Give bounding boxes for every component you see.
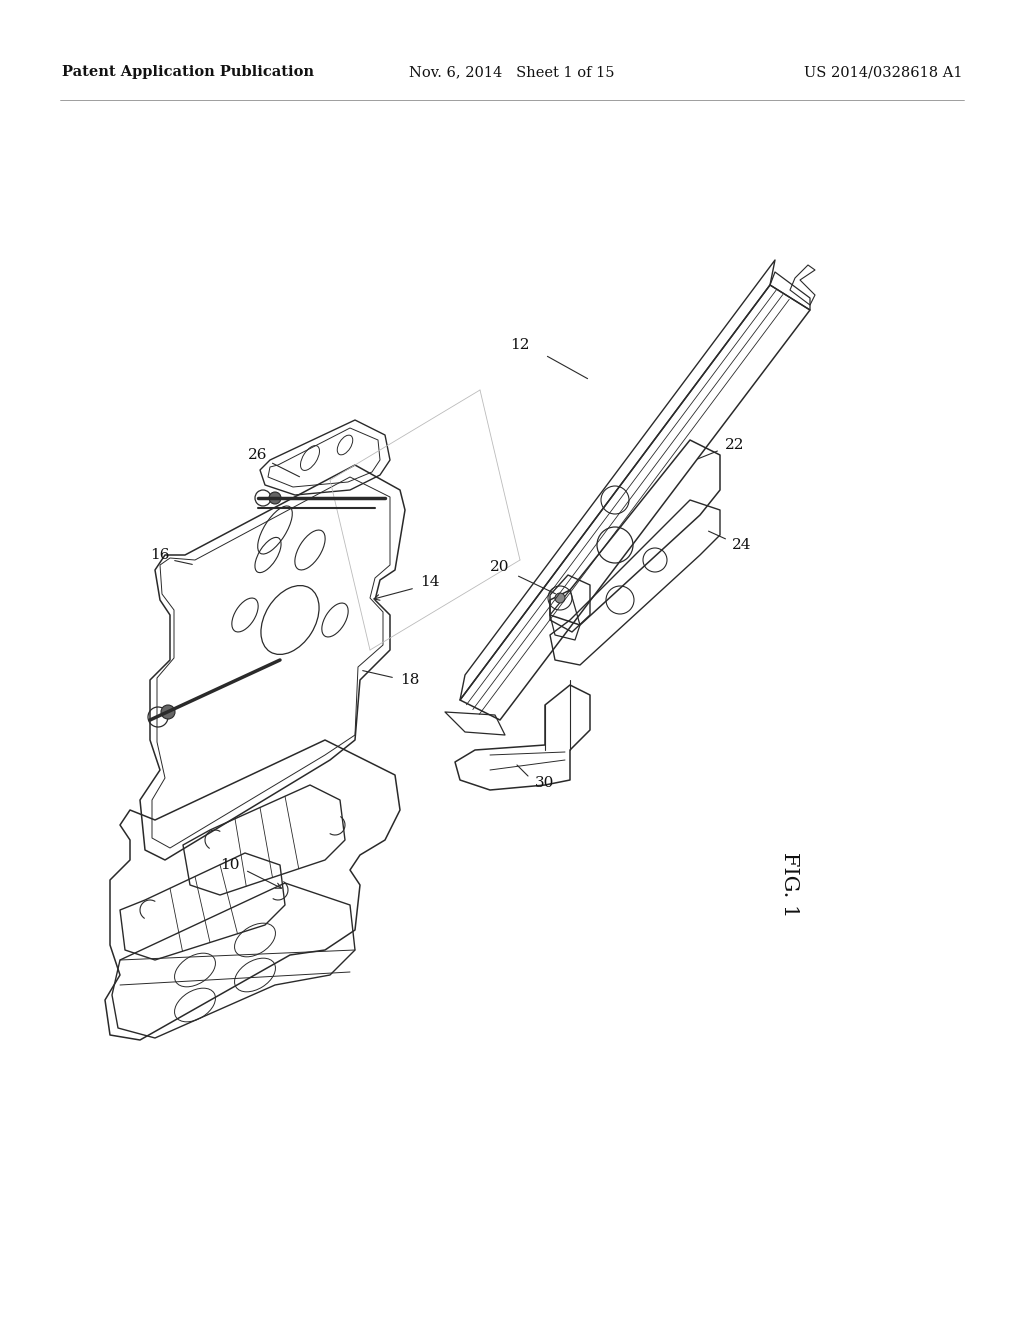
Text: 12: 12	[510, 338, 529, 352]
Text: US 2014/0328618 A1: US 2014/0328618 A1	[804, 65, 962, 79]
Text: 16: 16	[150, 548, 170, 562]
Text: 18: 18	[400, 673, 420, 686]
Circle shape	[555, 593, 565, 603]
Text: Nov. 6, 2014   Sheet 1 of 15: Nov. 6, 2014 Sheet 1 of 15	[410, 65, 614, 79]
Text: 26: 26	[248, 447, 267, 462]
Text: Patent Application Publication: Patent Application Publication	[62, 65, 314, 79]
Circle shape	[269, 492, 281, 504]
Text: 22: 22	[725, 438, 744, 451]
Text: 30: 30	[535, 776, 554, 789]
Text: 20: 20	[490, 560, 510, 574]
Circle shape	[161, 705, 175, 719]
Text: 14: 14	[420, 576, 439, 589]
Text: 24: 24	[732, 539, 752, 552]
Text: 10: 10	[220, 858, 240, 873]
Text: FIG. 1: FIG. 1	[780, 853, 800, 917]
